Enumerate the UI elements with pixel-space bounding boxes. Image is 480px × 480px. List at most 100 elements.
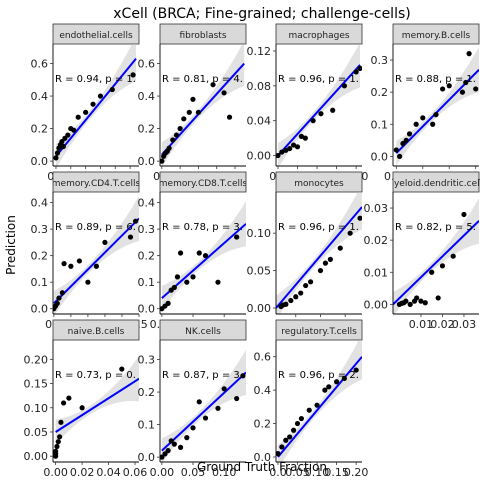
data-point (322, 387, 328, 393)
x-tick-label: 0.02 (70, 466, 95, 479)
confidence-band (161, 201, 246, 311)
y-axis-label: Prediction (4, 215, 18, 275)
correlation-annotation: R = 0.94, p = 1. (55, 74, 136, 85)
data-point (210, 82, 216, 88)
y-tick-label: 0.4 (254, 384, 272, 397)
x-tick-label: 0.01 (409, 318, 434, 331)
x-tick-label: 0.05 (181, 466, 206, 479)
panel: regulatory.T.cells R = 0.96, p = 2. 0.0 0.2… (254, 319, 368, 479)
y-tick-label: 0.3 (138, 223, 156, 236)
data-point (166, 145, 172, 151)
correlation-annotation: R = 0.88, p = 1. (395, 74, 476, 85)
data-point (93, 263, 100, 269)
y-tick-label: 0.0 (138, 451, 156, 464)
data-point (165, 448, 171, 454)
plot-area (393, 47, 479, 166)
data-point (276, 152, 281, 159)
data-point (337, 245, 343, 251)
data-point (79, 405, 85, 411)
data-point (327, 256, 333, 262)
y-tick-label: 0.05 (247, 265, 272, 278)
data-point (420, 115, 426, 121)
data-point (54, 443, 60, 450)
data-point (177, 444, 184, 450)
y-tick-label: 0.0 (254, 451, 272, 464)
facet-strip (52, 171, 140, 193)
data-point (53, 155, 59, 161)
facet-strip (52, 23, 140, 45)
correlation-annotation: R = 0.82, p = 5. (395, 222, 476, 233)
y-tick-label: 0.2 (254, 418, 272, 431)
facet-strip-label: macrophages (288, 31, 349, 41)
y-tick-label: 0.0 (138, 303, 156, 316)
data-point (76, 258, 82, 264)
confidence-band (55, 44, 137, 166)
correlation-annotation: R = 0.73, p = 0. (55, 370, 136, 381)
data-point (221, 386, 227, 392)
data-point (58, 419, 64, 425)
data-point (357, 65, 362, 71)
y-tick-label: 0.2 (138, 123, 156, 136)
data-point (393, 147, 399, 153)
regression-line (276, 206, 362, 309)
facet-strip (52, 319, 140, 341)
correlation-annotation: R = 0.96, p = 2. (278, 370, 359, 381)
facet-strip-label: NK.cells (185, 327, 221, 337)
data-point (234, 395, 240, 402)
x-tick-label: 0.10 (212, 466, 237, 479)
y-tick-label: 0.0 (138, 155, 156, 168)
y-tick-label: 0.1 (31, 276, 49, 289)
x-tick-label: 0.0 (269, 466, 287, 479)
data-point (60, 143, 66, 150)
plot-area (276, 44, 362, 166)
data-point (293, 294, 299, 300)
data-point (57, 434, 63, 440)
data-point (298, 133, 305, 139)
plot-area (53, 195, 139, 314)
data-point (298, 415, 305, 422)
panel: memory.CD4.T.cells R = 0.89, p = 6. 0.0 0.1… (31, 171, 148, 331)
data-point (307, 279, 314, 285)
data-point (90, 101, 96, 107)
data-point (439, 263, 446, 269)
facet-strip-label: memory.B.cells (402, 31, 471, 41)
data-point (333, 379, 340, 385)
correlation-annotation: R = 0.96, p = 1. (278, 74, 359, 85)
data-point (314, 402, 320, 408)
data-point (450, 253, 456, 259)
y-tick-label: 0.00 (24, 450, 49, 463)
y-tick-label: 0.00 (247, 302, 272, 315)
y-tick-label: 0.03 (364, 202, 389, 215)
y-tick-label: 0.01 (364, 266, 389, 279)
y-tick-label: 0.2 (31, 123, 49, 136)
y-tick-label: 0.05 (24, 426, 49, 439)
y-tick-label: 0.1 (138, 419, 156, 432)
y-tick-label: 0.3 (138, 354, 156, 367)
data-point (190, 425, 196, 431)
data-point (290, 427, 297, 433)
data-point (298, 290, 304, 296)
data-point (294, 144, 301, 150)
data-point (353, 69, 359, 75)
x-tick-label: 0.10 (305, 466, 330, 479)
data-point (279, 149, 285, 155)
data-point (435, 295, 441, 301)
data-point (240, 373, 246, 379)
data-point (53, 448, 59, 454)
data-point (177, 250, 184, 256)
chart-title: xCell (BRCA; Fine-grained; challenge-cel… (113, 6, 410, 22)
data-point (290, 142, 297, 148)
data-point (109, 86, 115, 93)
data-point (226, 114, 233, 120)
y-tick-label: 0.10 (24, 402, 49, 415)
data-point (406, 131, 413, 137)
correlation-annotation: R = 0.87, p = 3. (162, 370, 243, 381)
data-point (127, 234, 134, 240)
correlation-annotation: R = 0.96, p = 1. (278, 222, 359, 233)
data-point (221, 90, 227, 96)
correlation-annotation: R = 0.81, p = 4. (162, 74, 243, 85)
data-point (85, 279, 91, 285)
panel: NK.cells R = 0.87, p = 3. 0.0 0.1 0.2 0.3 0.00… (138, 319, 247, 479)
data-point (190, 274, 196, 280)
